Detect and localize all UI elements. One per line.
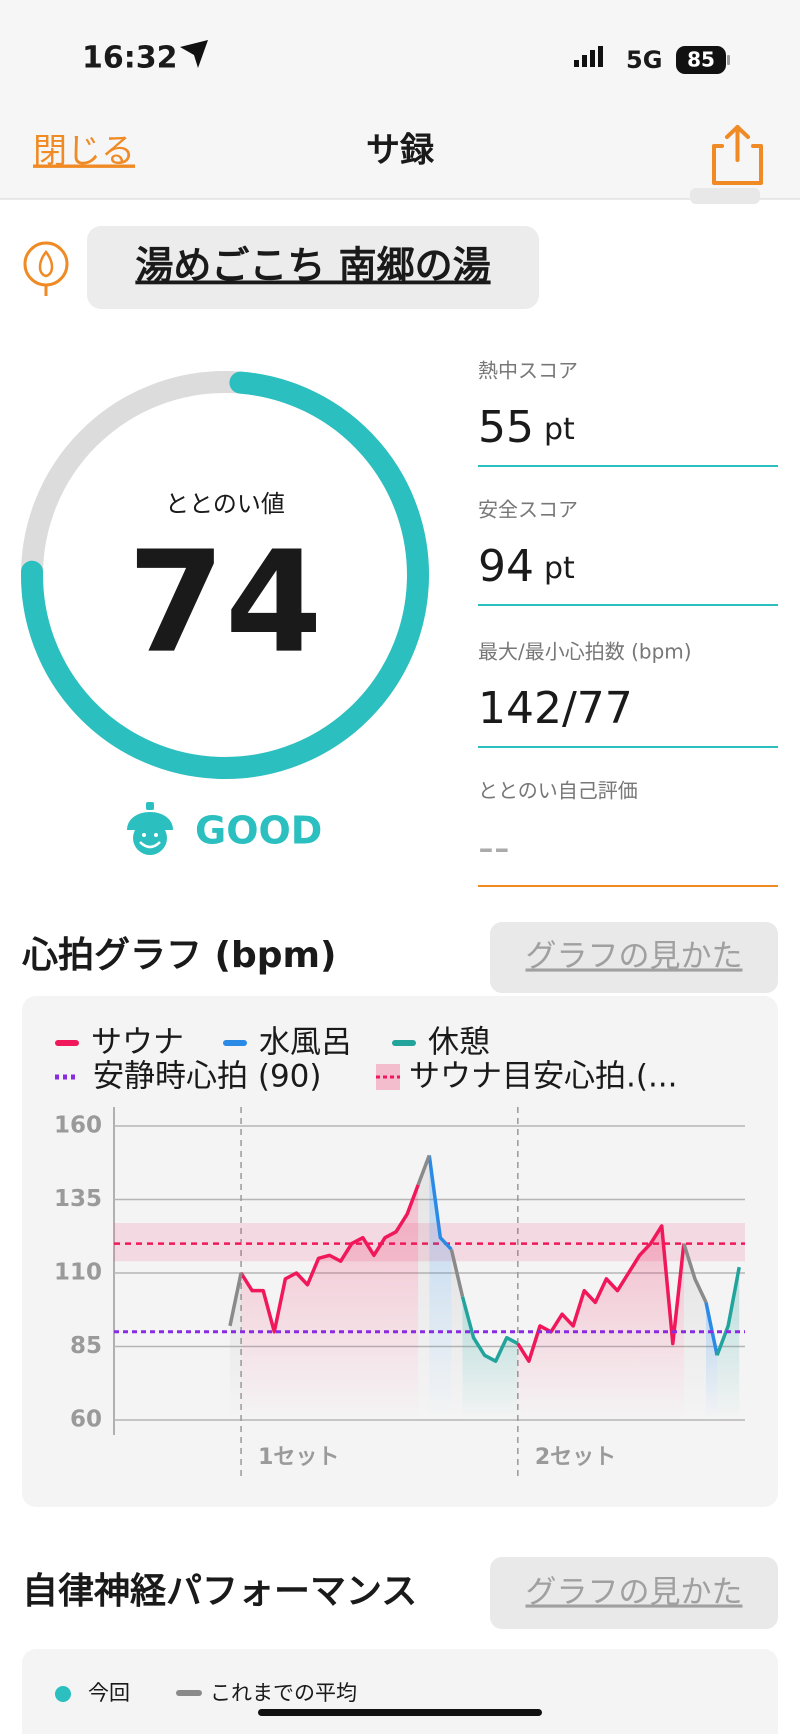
metric-number: 94 <box>478 541 534 592</box>
legend-label: 今回 <box>88 1681 130 1705</box>
location-icon <box>180 40 208 68</box>
home-indicator <box>258 1709 542 1716</box>
y-tick-label: 60 <box>70 1407 102 1433</box>
series-area <box>230 1273 242 1420</box>
metric-unit: pt <box>544 412 575 447</box>
y-tick-label: 160 <box>54 1113 102 1139</box>
header-title: サ録 <box>366 131 435 171</box>
series-line <box>682 1243 708 1304</box>
section-title: 自律神経パフォーマンス <box>22 1571 417 1612</box>
guide-button-bg[interactable] <box>490 922 778 993</box>
series-line <box>715 1266 741 1356</box>
legend-label: 水風呂 <box>259 1025 352 1061</box>
legend-label: 休憩 <box>428 1025 490 1061</box>
metric-unit: pt <box>544 551 575 586</box>
close-button[interactable]: 閉じる <box>33 132 135 172</box>
facility-pill[interactable] <box>87 226 539 309</box>
metric-label: 熱中スコア <box>478 359 578 383</box>
header-bg <box>0 0 800 199</box>
legend-marker <box>55 1686 71 1702</box>
metric-number: -- <box>478 822 510 873</box>
series-line <box>460 1296 519 1363</box>
metric-value: 94 pt <box>478 541 575 592</box>
rating-icon <box>127 802 173 855</box>
legend-label: 安静時心拍 (90) <box>93 1059 322 1095</box>
metric-value: -- <box>478 822 510 873</box>
signal-icon <box>574 46 603 67</box>
metric-label: ととのい自己評価 <box>478 779 638 803</box>
x-tick-label: 1セット <box>258 1445 339 1470</box>
metric-number: 55 <box>478 402 534 453</box>
legend-label: サウナ <box>91 1025 184 1061</box>
series-line <box>228 1272 243 1327</box>
facility-icon <box>23 241 69 296</box>
series-line <box>239 1184 420 1334</box>
share-button[interactable] <box>712 125 763 185</box>
metric-label: 最大/最小心拍数 (bpm) <box>478 640 692 664</box>
series-line <box>416 1154 431 1186</box>
series-area <box>241 1184 419 1420</box>
series-line <box>704 1302 719 1356</box>
legend-label: サウナ目安心拍.(... <box>409 1059 678 1095</box>
metric-number: 142/77 <box>478 683 633 734</box>
series-line <box>516 1224 686 1363</box>
facility-name[interactable]: 湯めごこち 南郷の湯 <box>135 244 490 288</box>
battery-level: 85 <box>687 48 715 72</box>
section-title: 心拍グラフ (bpm) <box>22 935 337 976</box>
series-line <box>449 1249 465 1297</box>
guide-button-bg[interactable] <box>490 1557 778 1629</box>
guide-button[interactable]: グラフの見かた <box>526 1575 743 1611</box>
network: 5G <box>626 46 662 74</box>
legend-label: これまでの平均 <box>210 1681 357 1705</box>
y-tick-label: 110 <box>54 1260 102 1286</box>
autonomic-card <box>22 1649 778 1734</box>
x-tick-label: 2セット <box>535 1445 616 1470</box>
y-tick-label: 85 <box>70 1333 102 1359</box>
series-area <box>429 1155 452 1420</box>
metrics: 熱中スコア 55 pt 安全スコア 94 pt 最大/最小心拍数 (bpm) 142/77 とと… <box>478 359 778 887</box>
guide-button[interactable]: グラフの見かた <box>526 939 743 975</box>
battery-icon <box>676 46 726 74</box>
status-time: 16:32 <box>82 41 178 76</box>
battery-cap <box>727 55 730 65</box>
rating: GOOD <box>195 809 322 853</box>
metric-value: 142/77 <box>478 683 633 734</box>
score-value: 74 <box>128 522 323 685</box>
series-line <box>427 1155 453 1251</box>
series-area <box>418 1155 430 1420</box>
metric-value: 55 pt <box>478 402 575 453</box>
metric-label: 安全スコア <box>478 498 578 522</box>
series-area <box>517 1225 684 1420</box>
tab-edge <box>690 188 760 204</box>
ring-progress <box>21 371 429 779</box>
score-label: ととのい値 <box>165 490 285 518</box>
y-tick-label: 135 <box>54 1186 102 1212</box>
